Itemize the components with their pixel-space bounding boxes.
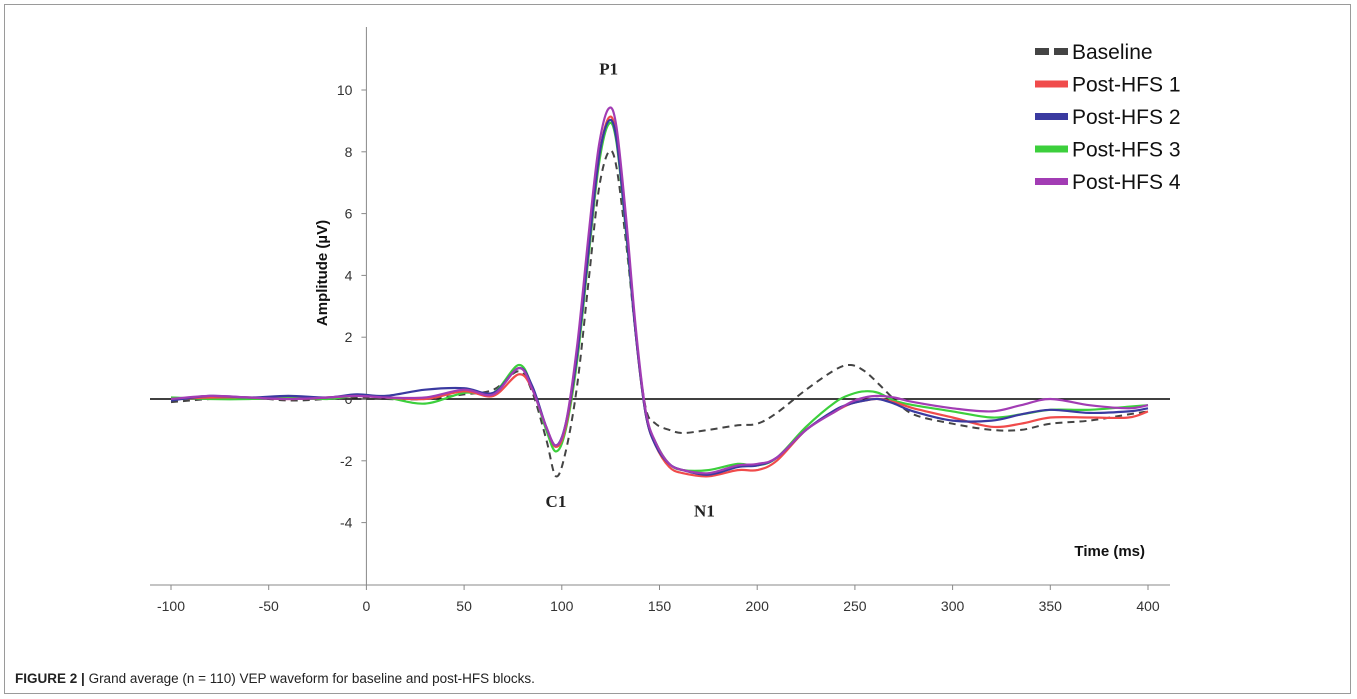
- y-tick-label: 6: [345, 206, 353, 222]
- x-axis-title: Time (ms): [1074, 543, 1145, 560]
- legend-swatch: [1035, 113, 1068, 120]
- y-tick-label: 8: [345, 144, 353, 160]
- peak-label-p1: P1: [599, 60, 618, 79]
- series-line-post-hfs-4: [170, 106, 1149, 475]
- x-tick-label: 250: [843, 598, 867, 614]
- y-tick-label: 4: [345, 267, 353, 283]
- x-tick-label: 100: [550, 598, 574, 614]
- peak-label-n1: N1: [694, 501, 715, 520]
- legend-label: Post-HFS 4: [1072, 171, 1181, 194]
- legend-swatch: [1035, 178, 1068, 185]
- y-tick-label: 2: [345, 329, 353, 345]
- x-tick-label: 150: [648, 598, 672, 614]
- x-tick-label: -100: [157, 598, 185, 614]
- chart-legend: Baseline Post-HFS 1 Post-HFS 2 Post-HFS 3 Po…: [1035, 41, 1181, 194]
- x-tick-label: 400: [1136, 598, 1160, 614]
- figure-caption: FIGURE 2 | Grand average (n = 110) VEP w…: [15, 671, 535, 686]
- legend-swatch: [1035, 145, 1068, 153]
- legend-label: Post-HFS 2: [1072, 106, 1181, 129]
- x-tick-label: 350: [1039, 598, 1063, 614]
- x-tick-label: 0: [363, 598, 371, 614]
- legend-label: Post-HFS 1: [1072, 74, 1181, 97]
- legend-label: Baseline: [1072, 41, 1153, 64]
- x-tick-label: 300: [941, 598, 965, 614]
- x-tick-label: 200: [746, 598, 770, 614]
- x-tick-label: -50: [259, 598, 279, 614]
- legend-swatch: [1035, 48, 1049, 55]
- series-layer: [170, 106, 1149, 478]
- figure-label: FIGURE 2 |: [15, 671, 85, 686]
- peak-annotations: P1 C1 N1: [546, 60, 715, 521]
- chart-axes: -100 -50 0 50 100 150 200 250 300 350 400 -4 -2 0 2 4 6 8…: [150, 27, 1170, 614]
- y-tick-label: -2: [340, 453, 353, 469]
- figure-frame: -100 -50 0 50 100 150 200 250 300 350 400 -4 -2 0 2 4 6 8…: [4, 4, 1351, 694]
- y-axis-title: Amplitude (µV): [314, 220, 331, 326]
- y-tick-label: -4: [340, 515, 353, 531]
- x-tick-label: 50: [456, 598, 472, 614]
- caption-text: Grand average (n = 110) VEP waveform for…: [88, 671, 535, 686]
- legend-swatch: [1035, 80, 1068, 88]
- vep-chart: -100 -50 0 50 100 150 200 250 300 350 400 -4 -2 0 2 4 6 8…: [150, 27, 1181, 614]
- peak-label-c1: C1: [546, 492, 567, 511]
- legend-label: Post-HFS 3: [1072, 139, 1181, 162]
- y-tick-label: 0: [345, 391, 353, 407]
- y-tick-label: 10: [337, 82, 353, 98]
- legend-swatch: [1054, 48, 1068, 55]
